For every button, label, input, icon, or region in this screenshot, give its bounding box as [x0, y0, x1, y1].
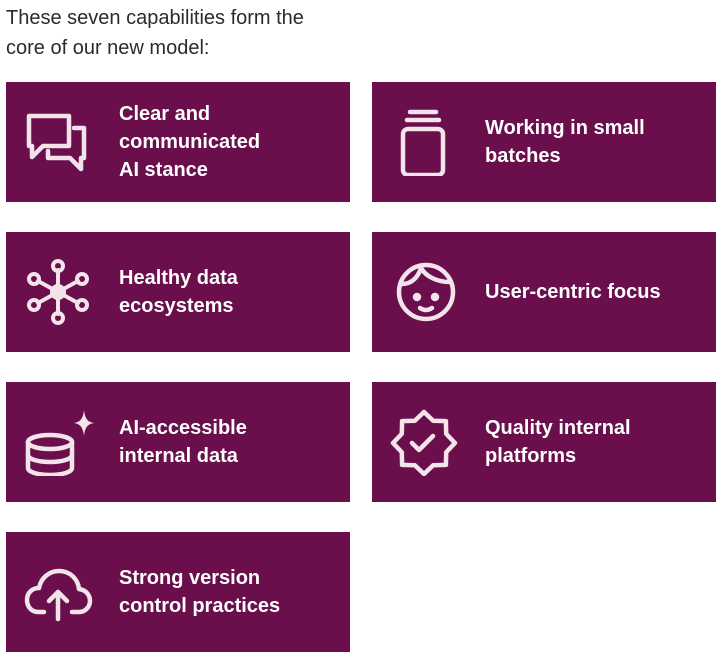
label-line: Clear and	[119, 103, 211, 125]
intro-text: These seven capabilities form the core of…	[6, 3, 366, 63]
capability-card-ai-stance: Clear and communicated AI stance	[6, 82, 350, 202]
label-line: User-centric focus	[485, 281, 661, 303]
label-line: AI-accessible	[119, 417, 247, 439]
label-line: Strong version	[119, 567, 261, 589]
capability-card-user-centric: User-centric focus	[372, 232, 716, 352]
intro-line-1: These seven capabilities form the	[6, 7, 304, 29]
label-line: Healthy data	[119, 267, 238, 289]
label-line: Quality internal	[485, 417, 631, 439]
label-line: platforms	[485, 445, 577, 467]
cloud-upload-icon	[22, 558, 94, 626]
capability-label: Clear and communicated AI stance	[119, 82, 340, 202]
label-line: ecosystems	[119, 295, 234, 317]
label-line: communicated	[119, 131, 261, 153]
verified-badge-icon	[388, 408, 460, 476]
stacked-batches-icon	[388, 108, 460, 176]
capability-card-small-batches: Working in small batches	[372, 82, 716, 202]
capability-card-internal-platforms: Quality internal platforms	[372, 382, 716, 502]
capability-label: Working in small batches	[485, 82, 706, 202]
capability-label: Strong version control practices	[119, 532, 340, 652]
capability-card-data-ecosystems: Healthy data ecosystems	[6, 232, 350, 352]
label-line: internal data	[119, 445, 238, 467]
label-line: batches	[485, 145, 561, 167]
capability-card-ai-accessible-data: AI-accessible internal data	[6, 382, 350, 502]
label-line: control practices	[119, 595, 281, 617]
intro-line-2: core of our new model:	[6, 37, 210, 59]
network-nodes-icon	[22, 258, 94, 326]
capability-label: Healthy data ecosystems	[119, 232, 340, 352]
database-sparkle-icon	[22, 408, 94, 476]
label-line: Working in small	[485, 117, 645, 139]
capability-label: Quality internal platforms	[485, 382, 706, 502]
capability-label: User-centric focus	[485, 232, 706, 352]
face-icon	[388, 258, 460, 326]
capability-card-version-control: Strong version control practices	[6, 532, 350, 652]
label-line: AI stance	[119, 159, 208, 181]
capability-label: AI-accessible internal data	[119, 382, 340, 502]
chat-bubbles-icon	[22, 108, 94, 176]
